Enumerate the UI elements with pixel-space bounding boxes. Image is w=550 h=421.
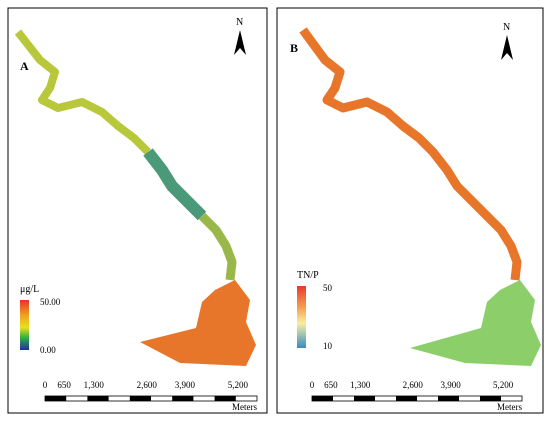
scale-bar-segment [312, 396, 333, 401]
scale-bar-segment [172, 396, 194, 401]
scale-label: 650 [57, 380, 71, 390]
scale-label: 1,300 [84, 380, 105, 390]
legend-bar [297, 286, 306, 348]
panel-b: B N TN/P 50 10 [276, 7, 544, 414]
north-arrow [501, 35, 513, 60]
north-arrow [234, 30, 246, 55]
scale-bar-segment [480, 396, 501, 401]
scale-label: 1,300 [350, 380, 371, 390]
scale-label: 2,600 [137, 380, 158, 390]
panel-label: A [20, 59, 29, 73]
river [198, 212, 237, 281]
scale-label: 2,600 [403, 380, 424, 390]
north-label: N [503, 22, 510, 33]
scale-bar-segment [87, 396, 109, 401]
scale-label: 5,200 [228, 380, 249, 390]
lake [140, 280, 256, 366]
scale-unit: Meters [232, 402, 257, 412]
panel-label: B [290, 41, 298, 55]
river [14, 29, 151, 155]
scale-bar-segment [396, 396, 417, 401]
river [143, 148, 207, 221]
scale-label: 0 [310, 380, 315, 390]
panel-a: A N μg/L 50.00 0.00 [7, 7, 268, 414]
legend-title: TN/P [297, 270, 319, 281]
legend-max: 50.00 [40, 297, 61, 307]
legend-min: 0.00 [40, 345, 56, 355]
north-label: N [236, 17, 243, 28]
scale-label: 3,900 [175, 380, 196, 390]
lake [410, 280, 541, 366]
scale-label: 0 [43, 380, 48, 390]
legend-bar [20, 300, 29, 350]
legend-title: μg/L [20, 284, 39, 295]
scale-unit: Meters [497, 402, 522, 412]
scale-bar-segment [354, 396, 375, 401]
scale-bar-segment [214, 396, 236, 401]
scale-bar-segment [45, 396, 67, 401]
scale-bar-segment [129, 396, 151, 401]
scale-label: 5,200 [493, 380, 514, 390]
legend-min: 10 [323, 341, 333, 351]
river [299, 27, 522, 281]
legend-max: 50 [323, 283, 333, 293]
scale-label: 650 [324, 380, 338, 390]
scale-bar-segment [438, 396, 459, 401]
scale-label: 3,900 [440, 380, 461, 390]
